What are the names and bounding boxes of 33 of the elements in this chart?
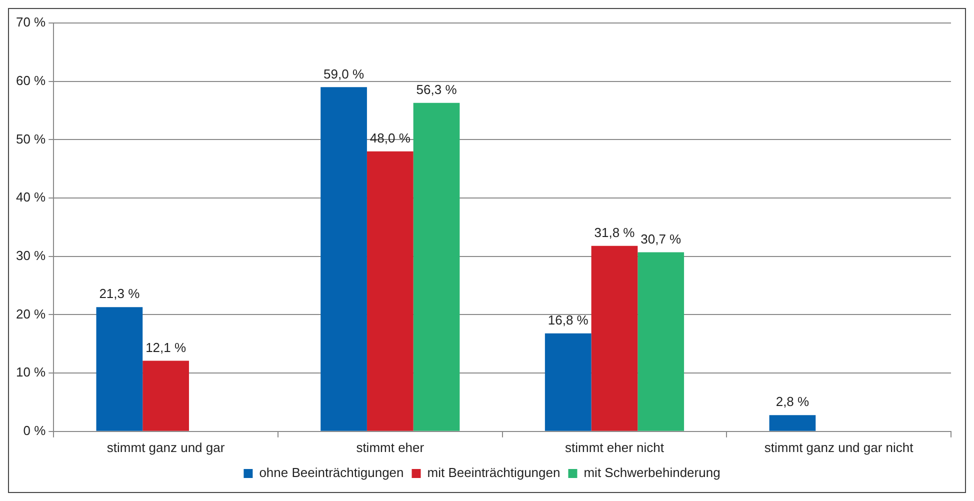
y-tick-label: 40 % [16, 190, 46, 205]
bar [638, 252, 684, 431]
x-tick-label: stimmt eher nicht [564, 440, 664, 455]
bar [96, 307, 143, 431]
data-label: 16,8 % [548, 312, 589, 328]
data-label: 2,8 % [776, 394, 810, 410]
x-tick-label: stimmt ganz und gar nicht [764, 440, 914, 455]
y-tick-label: 10 % [16, 364, 46, 380]
y-tick-label: 60 % [16, 72, 46, 88]
y-tick-label: 50 % [16, 131, 46, 146]
bar [142, 360, 189, 431]
legend-label: ohne Beeinträchtigungen [259, 465, 404, 480]
data-label: 21,3 % [99, 286, 140, 302]
legend-label: mit Schwerbehinderung [584, 465, 720, 480]
bar [544, 333, 592, 431]
data-label: 31,8 % [594, 224, 636, 240]
y-tick-label: 70 % [16, 14, 46, 30]
bar [591, 246, 638, 431]
data-label: 56,3 % [416, 82, 458, 98]
data-label: 30,7 % [640, 231, 682, 246]
bar [413, 102, 460, 431]
y-tick-label: 20 % [16, 306, 46, 322]
data-label: 48,0 % [370, 130, 411, 146]
legend-label: mit Beeinträchtigungen [427, 465, 560, 480]
bar [320, 87, 367, 431]
x-tick-label: stimmt ganz und gar [106, 440, 226, 455]
y-tick-label: 0 % [23, 422, 46, 438]
data-label: 59,0 % [324, 66, 364, 82]
bar [769, 415, 816, 431]
x-tick-label: stimmt eher [356, 440, 425, 455]
data-label: 12,1 % [146, 340, 186, 355]
y-tick-label: 30 % [16, 248, 46, 263]
bar [366, 151, 414, 431]
